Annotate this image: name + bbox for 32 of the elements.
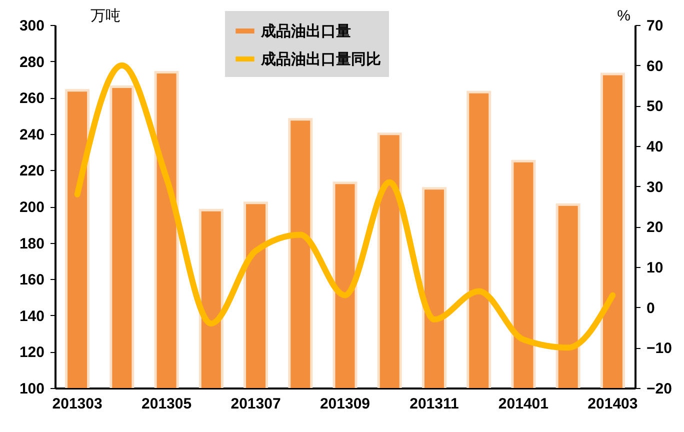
y-tick-label: 120 (19, 344, 44, 362)
x-tick-label: 201307 (230, 396, 281, 412)
y-tick-label: 220 (19, 162, 44, 180)
y-tick-label: 280 (19, 54, 44, 71)
x-tick-label: 201401 (498, 396, 548, 412)
y2-tick-label: 60 (646, 58, 664, 75)
y-axis-title: 万吨 (90, 8, 120, 24)
y2-tick-label: 20 (646, 219, 664, 236)
y-tick-label: 180 (19, 235, 44, 252)
y-tick-label: 300 (19, 18, 44, 34)
x-tick-label: 201311 (410, 396, 459, 412)
y-tick-label: 240 (19, 126, 44, 144)
y2-tick-label: 0 (646, 300, 655, 317)
y2-tick-label: 40 (646, 138, 664, 156)
x-tick-label: 201303 (52, 396, 102, 412)
y2-tick-label: 50 (646, 98, 664, 116)
x-tick-label: 201403 (588, 396, 638, 412)
y-tick-label: 260 (19, 90, 44, 108)
y2-tick-label: −10 (646, 340, 672, 358)
legend-label: 成品油出口量同比 (260, 51, 381, 68)
legend-label: 成品油出口量 (260, 23, 351, 40)
x-tick-label: 201305 (142, 396, 192, 412)
y2-tick-label: 10 (646, 260, 664, 276)
y-tick-label: 200 (19, 199, 44, 216)
y2-tick-label: 70 (646, 18, 664, 34)
y2-tick-label: −20 (646, 380, 672, 398)
y-tick-label: 100 (19, 380, 44, 398)
x-tick-label: 201309 (320, 396, 370, 412)
y-tick-label: 140 (19, 308, 44, 325)
y2-tick-label: 30 (646, 178, 664, 196)
y-tick-label: 160 (19, 272, 44, 289)
y2-axis-title: % (617, 8, 630, 24)
